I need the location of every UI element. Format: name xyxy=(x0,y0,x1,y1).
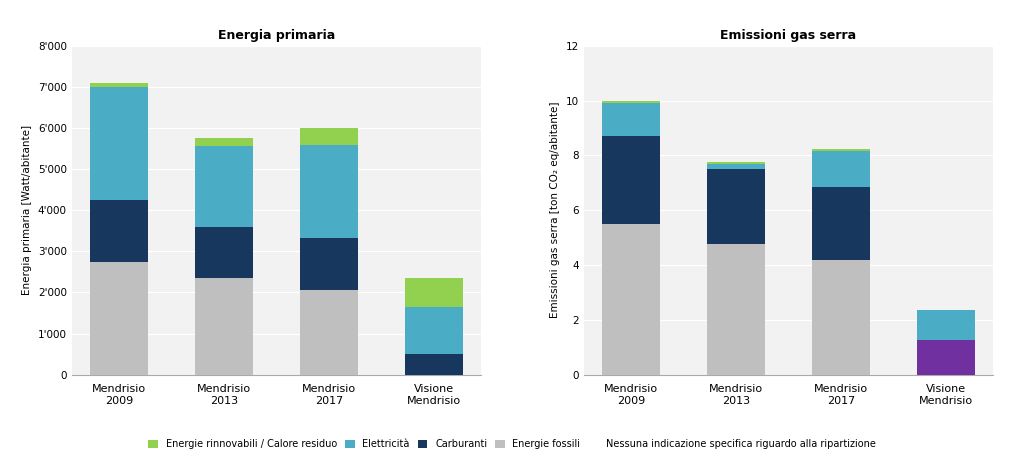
Bar xyxy=(90,87,148,200)
Bar xyxy=(602,103,660,136)
Bar xyxy=(196,138,253,147)
Bar xyxy=(196,147,253,227)
Bar xyxy=(708,244,765,375)
Bar xyxy=(602,101,660,103)
Bar xyxy=(300,238,357,291)
Bar xyxy=(602,136,660,224)
Bar xyxy=(90,83,148,87)
Title: Energia primaria: Energia primaria xyxy=(218,29,335,42)
Bar xyxy=(404,278,463,307)
Bar xyxy=(196,278,253,375)
Bar xyxy=(300,128,357,145)
Bar xyxy=(916,340,975,375)
Bar xyxy=(812,151,869,187)
Title: Emissioni gas serra: Emissioni gas serra xyxy=(721,29,856,42)
Bar xyxy=(90,200,148,261)
Bar xyxy=(708,162,765,164)
Y-axis label: Energia primaria [Watt/abitante]: Energia primaria [Watt/abitante] xyxy=(23,125,33,295)
Bar xyxy=(812,260,869,375)
Bar xyxy=(708,164,765,169)
Bar xyxy=(916,310,975,340)
Bar xyxy=(812,149,869,151)
Bar xyxy=(300,291,357,375)
Bar xyxy=(90,261,148,375)
Bar xyxy=(196,227,253,278)
Y-axis label: Emissioni gas serra [ton CO₂ eq/abitante]: Emissioni gas serra [ton CO₂ eq/abitante… xyxy=(550,102,560,319)
Bar xyxy=(708,169,765,244)
Bar xyxy=(404,307,463,354)
Bar xyxy=(404,354,463,375)
Bar xyxy=(812,187,869,260)
Bar xyxy=(300,145,357,238)
Bar xyxy=(602,224,660,375)
Legend: Energie rinnovabili / Calore residuo, Elettricità, Carburanti, Energie fossili, : Energie rinnovabili / Calore residuo, El… xyxy=(145,436,879,452)
